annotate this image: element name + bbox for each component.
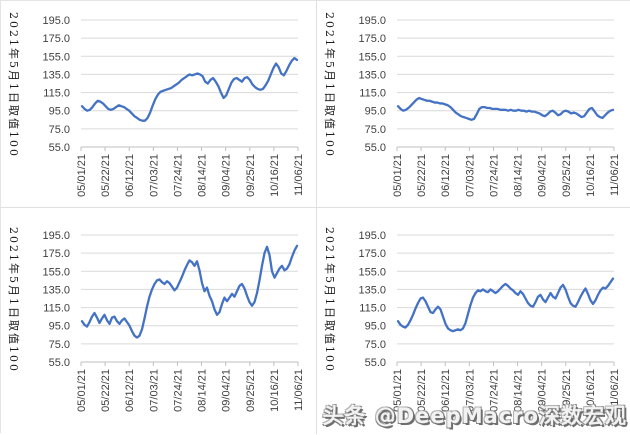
- x-tick-label: 05/22/21: [100, 369, 112, 412]
- chart-panel-top-right: 2021年5月1日取值100 195.0 175.0 155.0 135.0 115.0…: [316, 1, 630, 207]
- y-tick-label: 135.0: [42, 284, 70, 296]
- y-tick-label: 55.0: [365, 142, 386, 154]
- x-tick-label: 10/16/21: [585, 154, 597, 197]
- x-tick-label: 07/03/21: [148, 369, 160, 412]
- y-tick-label: 135.0: [358, 69, 386, 81]
- x-tick-label: 09/25/21: [245, 154, 257, 197]
- x-tick-label: 05/01/21: [392, 369, 404, 412]
- x-tick-label: 06/12/21: [124, 369, 136, 412]
- line-chart-top-left: 195.0 175.0 155.0 135.0 115.0 95.0 75.0 55.0 05/…: [1, 1, 316, 207]
- x-tick-label: 11/06/21: [293, 154, 305, 196]
- x-tick-label: 10/16/21: [269, 154, 281, 197]
- x-tick-label: 06/12/21: [440, 369, 452, 412]
- chart-panel-bottom-left: 2021年5月1日取值100 195.0 175.0 155.0 135.0 115.0…: [1, 207, 316, 434]
- x-tick-label: 07/03/21: [464, 369, 476, 412]
- x-tick-label: 08/14/21: [197, 369, 209, 412]
- y-tick-label: 55.0: [365, 357, 386, 369]
- x-tick-label: 07/24/21: [172, 369, 184, 412]
- line-series: [396, 96, 615, 121]
- y-tick-label: 195.0: [42, 15, 70, 27]
- x-tick-label: 05/22/21: [416, 154, 428, 197]
- y-tick-label: 175.0: [42, 33, 70, 45]
- line-series: [80, 56, 299, 122]
- x-tick-label: 09/04/21: [537, 154, 549, 197]
- x-tick-label: 06/12/21: [440, 154, 452, 197]
- y-tick-label: 75.0: [49, 339, 70, 351]
- x-tick-label: 10/16/21: [269, 369, 281, 412]
- y-tick-label: 75.0: [365, 339, 386, 351]
- y-tick-label: 195.0: [358, 15, 386, 27]
- y-tick-label: 115.0: [43, 88, 70, 100]
- x-tick-label: 11/06/21: [293, 369, 305, 411]
- y-tick-label: 95.0: [49, 321, 70, 333]
- x-tick-label: 05/22/21: [100, 154, 112, 197]
- x-tick-label: 08/14/21: [197, 154, 209, 197]
- line-chart-bottom-right: 195.0 175.0 155.0 135.0 115.0 95.0 75.0 55.0 05/…: [317, 208, 630, 434]
- x-tick-label: 07/24/21: [488, 154, 500, 197]
- x-tick-label: 09/04/21: [537, 369, 549, 412]
- x-tick-label: 05/01/21: [392, 154, 404, 197]
- x-tick-label: 09/25/21: [561, 369, 573, 412]
- y-tick-label: 55.0: [49, 357, 70, 369]
- chart-panel-top-left: 2021年5月1日取值100 195.0 175.0 155.0 135.0 115.0…: [1, 1, 316, 207]
- y-tick-label: 175.0: [358, 248, 386, 260]
- line-series: [80, 244, 299, 339]
- x-tick-label: 09/04/21: [221, 369, 233, 412]
- chart-canvas: 195.0 175.0 155.0 135.0 115.0 95.0 75.0 55.0 05/…: [42, 230, 305, 412]
- y-tick-label: 115.0: [359, 88, 386, 100]
- x-tick-label: 06/12/21: [124, 154, 136, 197]
- watermark: 头条 @DeepMacro深数宏观: [322, 404, 627, 428]
- x-tick-label: 07/24/21: [172, 154, 184, 197]
- x-tick-label: 09/04/21: [221, 154, 233, 197]
- y-tick-label: 95.0: [365, 321, 386, 333]
- x-tick-label: 07/24/21: [488, 369, 500, 412]
- y-tick-label: 95.0: [365, 106, 386, 118]
- y-tick-label: 75.0: [49, 124, 70, 136]
- y-tick-label: 155.0: [42, 266, 70, 278]
- x-tick-label: 09/25/21: [245, 369, 257, 412]
- line-chart-bottom-left: 195.0 175.0 155.0 135.0 115.0 95.0 75.0 55.0 05/…: [1, 208, 316, 434]
- chart-canvas: 195.0 175.0 155.0 135.0 115.0 95.0 75.0 55.0 05/…: [42, 15, 305, 197]
- x-tick-label: 08/14/21: [513, 369, 525, 412]
- y-tick-label: 55.0: [49, 142, 70, 154]
- y-tick-label: 75.0: [365, 124, 386, 136]
- x-tick-label: 05/01/21: [76, 369, 88, 412]
- x-tick-label: 08/14/21: [513, 154, 525, 197]
- line-series: [396, 277, 615, 333]
- x-tick-label: 10/16/21: [585, 369, 597, 412]
- chart-panel-bottom-right: 2021年5月1日取值100 195.0 175.0 155.0 135.0 115.0…: [316, 207, 630, 434]
- y-tick-label: 175.0: [358, 33, 386, 45]
- x-tick-label: 05/01/21: [76, 154, 88, 197]
- x-tick-label: 09/25/21: [561, 154, 573, 197]
- y-tick-label: 135.0: [42, 69, 70, 81]
- y-tick-label: 135.0: [358, 284, 386, 296]
- y-tick-label: 155.0: [42, 51, 70, 63]
- y-tick-label: 155.0: [358, 266, 386, 278]
- x-tick-label: 11/06/21: [609, 154, 621, 196]
- y-tick-label: 195.0: [358, 230, 386, 242]
- x-tick-label: 07/03/21: [464, 154, 476, 197]
- y-tick-label: 115.0: [359, 303, 386, 315]
- x-tick-label: 05/22/21: [416, 369, 428, 412]
- y-tick-label: 155.0: [358, 51, 386, 63]
- x-tick-label: 11/06/21: [609, 369, 621, 411]
- chart-canvas: 195.0 175.0 155.0 135.0 115.0 95.0 75.0 55.0 05/…: [358, 230, 621, 412]
- line-chart-top-right: 195.0 175.0 155.0 135.0 115.0 95.0 75.0 55.0 05/…: [317, 1, 630, 207]
- y-tick-label: 95.0: [49, 106, 70, 118]
- y-tick-label: 115.0: [43, 303, 70, 315]
- y-tick-label: 175.0: [42, 248, 70, 260]
- chart-canvas: 195.0 175.0 155.0 135.0 115.0 95.0 75.0 55.0 05/…: [358, 15, 621, 197]
- y-tick-label: 195.0: [42, 230, 70, 242]
- x-tick-label: 07/03/21: [148, 154, 160, 197]
